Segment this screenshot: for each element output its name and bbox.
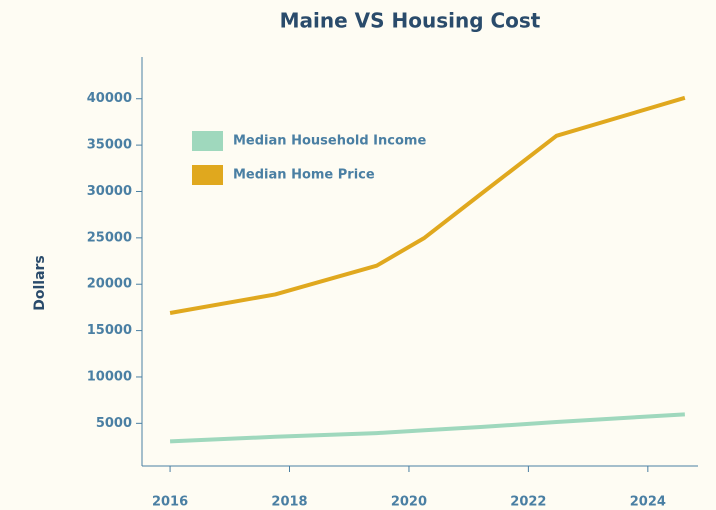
- legend-label: Median Household Income: [233, 134, 426, 149]
- x-tick-label: 2016: [152, 495, 188, 510]
- x-tick-label: 2020: [391, 495, 427, 510]
- x-tick-label: 2022: [510, 495, 546, 510]
- legend-swatch: [192, 131, 223, 151]
- y-tick-label: 25000: [87, 230, 132, 245]
- line-series: [169, 412, 685, 444]
- x-tick-label: 2018: [271, 495, 307, 510]
- line-series: [169, 95, 686, 315]
- y-tick-label: 35000: [87, 138, 132, 153]
- y-tick-label: 20000: [87, 277, 132, 292]
- y-tick-label: 15000: [87, 323, 132, 338]
- y-tick-label: 30000: [87, 184, 132, 199]
- x-tick-label: 2024: [630, 495, 666, 510]
- y-tick-label: 40000: [87, 91, 132, 106]
- y-axis-label: Dollars: [32, 255, 48, 311]
- legend-label: Median Home Price: [233, 168, 375, 183]
- y-tick-label: 5000: [96, 416, 132, 431]
- legend-swatch: [192, 165, 223, 185]
- chart-title: Maine VS Housing Cost: [280, 9, 541, 33]
- y-tick-label: 10000: [87, 369, 132, 384]
